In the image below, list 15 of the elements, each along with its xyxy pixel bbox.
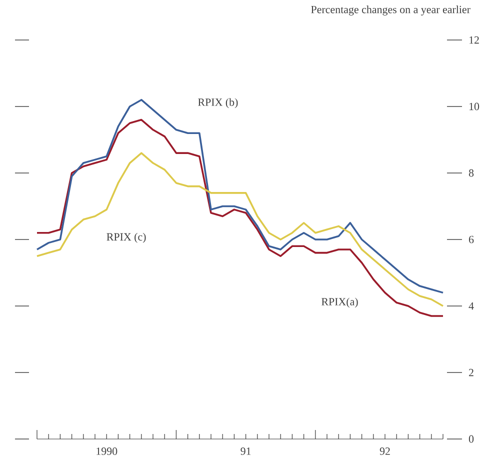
y-tick-label: 10 <box>469 102 480 110</box>
x-tick-label: 1990 <box>96 448 118 455</box>
y-tick-label: 12 <box>469 36 479 44</box>
text: RPIX (b) <box>198 98 238 108</box>
chart-title: Percentage changes on a year earlier <box>311 6 470 16</box>
line-series <box>36 118 444 317</box>
x-tick-label: 91 <box>240 448 251 455</box>
y-tick-label: 0 <box>468 435 474 443</box>
y-tick-label: 8 <box>468 169 474 177</box>
series-label: RPIX (c) <box>106 232 146 243</box>
text: RPIX(a) <box>322 298 358 308</box>
y-tick-label: 2 <box>469 368 474 376</box>
x-tick-label: 92 <box>380 448 390 455</box>
y-tick-label: 6 <box>468 236 474 244</box>
y-tick-label: 4 <box>468 302 474 310</box>
